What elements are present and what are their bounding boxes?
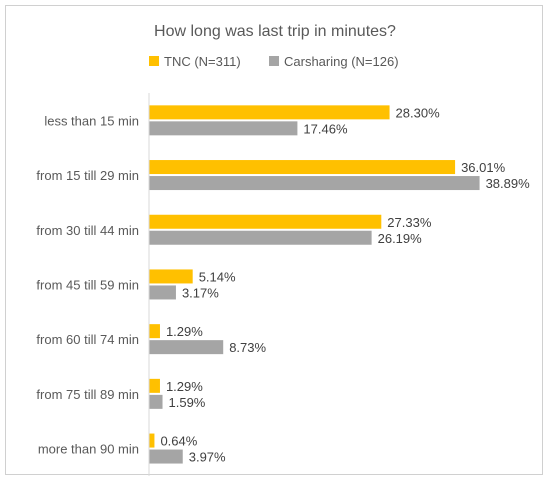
bar-carsharing-less-than-15-min <box>149 121 298 136</box>
bar-tnc-less-than-15-min <box>149 105 390 120</box>
plot-area: less than 15 min 28.30% 17.46% from 15 till… <box>36 93 530 476</box>
bar-carsharing-more-than-90-min <box>149 449 183 464</box>
value-label-tnc-from-30-till-44-min: 27.33% <box>387 215 432 230</box>
bar-carsharing-from-15-till-29-min <box>149 176 480 191</box>
legend: TNC (N=311) Carsharing (N=126) <box>149 54 399 69</box>
legend-swatch-tnc <box>149 56 159 66</box>
value-label-tnc-less-than-15-min: 28.30% <box>396 105 441 120</box>
value-label-carsharing-from-30-till-44-min: 26.19% <box>378 231 423 246</box>
category-label-from-30-till-44-min: from 30 till 44 min <box>36 223 139 238</box>
bar-carsharing-from-60-till-74-min <box>149 340 224 355</box>
category-label-from-60-till-74-min: from 60 till 74 min <box>36 332 139 347</box>
bar-carsharing-from-30-till-44-min <box>149 230 372 245</box>
legend-swatch-carsharing <box>269 56 279 66</box>
category-label-from-45-till-59-min: from 45 till 59 min <box>36 277 139 292</box>
category-label-less-than-15-min: less than 15 min <box>44 113 139 128</box>
value-label-carsharing-from-15-till-29-min: 38.89% <box>486 176 531 191</box>
bar-carsharing-from-45-till-59-min <box>149 285 176 300</box>
bar-tnc-from-75-till-89-min <box>149 378 160 393</box>
bar-tnc-from-15-till-29-min <box>149 160 456 175</box>
value-label-tnc-from-45-till-59-min: 5.14% <box>199 269 236 284</box>
value-label-tnc-more-than-90-min: 0.64% <box>160 434 197 449</box>
category-label-from-75-till-89-min: from 75 till 89 min <box>36 387 139 402</box>
value-label-carsharing-more-than-90-min: 3.97% <box>189 450 226 465</box>
value-label-tnc-from-75-till-89-min: 1.29% <box>166 379 203 394</box>
category-label-from-15-till-29-min: from 15 till 29 min <box>36 168 139 183</box>
value-label-carsharing-from-45-till-59-min: 3.17% <box>182 285 219 300</box>
value-label-carsharing-from-60-till-74-min: 8.73% <box>229 340 266 355</box>
bar-tnc-from-30-till-44-min <box>149 214 382 229</box>
bar-tnc-more-than-90-min <box>149 433 155 448</box>
chart-title: How long was last trip in minutes? <box>154 23 396 40</box>
bar-tnc-from-60-till-74-min <box>149 324 160 339</box>
value-label-tnc-from-60-till-74-min: 1.29% <box>166 324 203 339</box>
legend-label-tnc: TNC (N=311) <box>164 54 241 69</box>
value-label-carsharing-less-than-15-min: 17.46% <box>303 121 348 136</box>
value-label-tnc-from-15-till-29-min: 36.01% <box>461 160 506 175</box>
bar-tnc-from-45-till-59-min <box>149 269 193 284</box>
category-label-more-than-90-min: more than 90 min <box>38 442 139 457</box>
value-label-carsharing-from-75-till-89-min: 1.59% <box>169 395 206 410</box>
bar-carsharing-from-75-till-89-min <box>149 394 163 409</box>
legend-label-carsharing: Carsharing (N=126) <box>284 54 399 69</box>
